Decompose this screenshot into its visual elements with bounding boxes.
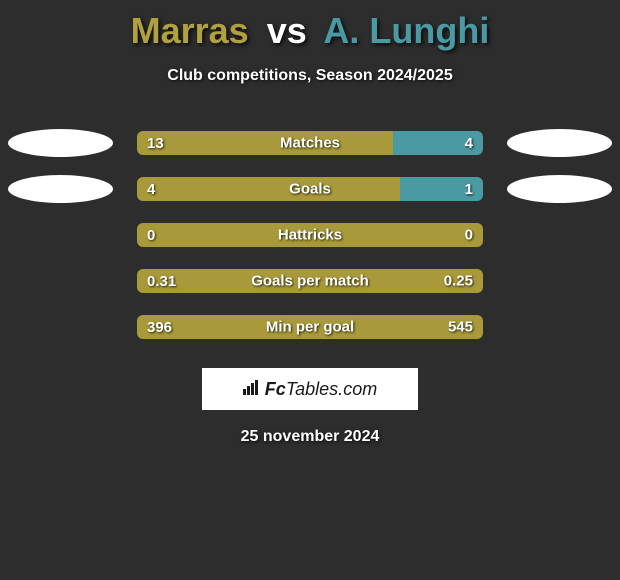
stat-label: Matches: [280, 135, 340, 152]
comparison-widget: Marras vs A. Lunghi Club competitions, S…: [0, 0, 620, 456]
stat-bar: 0 0 Hattricks: [137, 223, 483, 247]
stat-bar: 13 4 Matches: [137, 131, 483, 155]
stat-bar-right: 4: [393, 131, 483, 155]
stats-list: 13 4 Matches 4 1 Goals 0 0 Hattricks 0.25 0.31 Goal…: [0, 120, 620, 350]
stat-row: 545 396 Min per goal: [0, 304, 620, 350]
player1-avatar-placeholder: [8, 129, 113, 157]
stat-row: 0 0 Hattricks: [0, 212, 620, 258]
stat-label: Min per goal: [266, 319, 354, 336]
brand-box[interactable]: FcTables.com: [202, 368, 418, 410]
stat-bar: 545 396 Min per goal: [137, 315, 483, 339]
stat-row: 13 4 Matches: [0, 120, 620, 166]
brand-rest: Tables.com: [286, 379, 377, 400]
stat-right-value: 0: [465, 227, 473, 244]
stat-left-value: 0: [147, 227, 155, 244]
stat-label: Hattricks: [278, 227, 342, 244]
stat-bar-left: 13: [137, 131, 393, 155]
player2-avatar-placeholder: [507, 175, 612, 203]
stat-left-value: 396: [147, 319, 172, 336]
bar-chart-icon: [243, 379, 263, 395]
stat-label: Goals per match: [251, 273, 369, 290]
stat-row: 4 1 Goals: [0, 166, 620, 212]
player1-name: Marras: [131, 10, 249, 51]
player2-avatar-placeholder: [507, 129, 612, 157]
brand-text: FcTables.com: [243, 379, 377, 400]
vs-text: vs: [267, 10, 307, 51]
stat-left-value: 0.31: [147, 273, 176, 290]
brand-fc: Fc: [265, 379, 286, 400]
stat-right-value: 1: [465, 181, 473, 198]
player1-avatar-placeholder: [8, 175, 113, 203]
footer-date: 25 november 2024: [0, 428, 620, 446]
stat-right-value: 545: [448, 319, 473, 336]
stat-bar-right: 1: [400, 177, 483, 201]
stat-bar: 4 1 Goals: [137, 177, 483, 201]
comparison-title: Marras vs A. Lunghi: [0, 10, 620, 52]
stat-label: Goals: [289, 181, 331, 198]
stat-row: 0.25 0.31 Goals per match: [0, 258, 620, 304]
brand-inner: FcTables.com: [243, 379, 377, 400]
stat-right-value: 4: [465, 135, 473, 152]
player2-name: A. Lunghi: [323, 10, 489, 51]
stat-right-value: 0.25: [444, 273, 473, 290]
stat-left-value: 13: [147, 135, 164, 152]
stat-left-value: 4: [147, 181, 155, 198]
stat-bar: 0.25 0.31 Goals per match: [137, 269, 483, 293]
subtitle: Club competitions, Season 2024/2025: [0, 67, 620, 85]
stat-bar-left: 4: [137, 177, 400, 201]
